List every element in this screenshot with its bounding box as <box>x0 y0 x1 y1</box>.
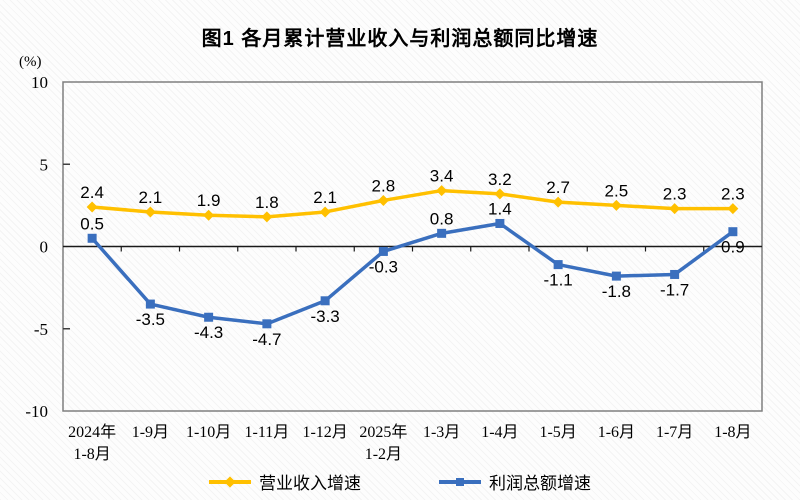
x-category-label: 1-8月 <box>714 424 751 441</box>
profit-data-label: 0.8 <box>430 209 454 228</box>
profit-data-point-marker <box>553 260 563 270</box>
profit-data-label: -1.1 <box>543 271 572 290</box>
revenue-data-label: 3.4 <box>430 167 454 186</box>
profit-data-label: -1.8 <box>602 282 631 301</box>
profit-data-label: -4.3 <box>194 323 223 342</box>
profit-data-point-marker <box>437 228 447 238</box>
revenue-data-point-marker <box>377 194 389 206</box>
x-category-label: 1-2月 <box>365 446 402 463</box>
revenue-data-point-marker <box>494 188 506 200</box>
revenue-data-label: 2.4 <box>80 183 104 202</box>
profit-data-point-marker <box>378 246 388 256</box>
revenue-data-label: 2.8 <box>372 176 396 195</box>
chart-title: 图1 各月累计营业收入与利润总额同比增速 <box>201 28 599 50</box>
profit-data-point-marker <box>495 218 505 228</box>
revenue-legend-line <box>209 475 251 488</box>
profit-data-label: -0.3 <box>369 257 398 276</box>
profit-data-point-marker <box>728 227 738 237</box>
revenue-data-label: 2.1 <box>139 188 163 207</box>
profit-data-point-marker <box>670 269 680 279</box>
revenue-data-point-marker <box>319 206 331 218</box>
x-category-label: 1-12月 <box>302 424 347 441</box>
profit-data-label: -4.7 <box>252 330 281 349</box>
x-category-label: 2024年 <box>68 423 116 441</box>
revenue-data-label: 2.3 <box>721 185 745 204</box>
x-category-label: 1-10月 <box>186 424 231 441</box>
revenue-data-label: 2.3 <box>663 185 687 204</box>
revenue-data-label: 2.1 <box>313 188 337 207</box>
revenue-data-point-marker <box>86 201 98 213</box>
profit-legend-label: 利润总额增速 <box>489 474 591 493</box>
diamond-marker-icon <box>224 475 236 488</box>
x-category-label: 1-8月 <box>73 446 110 463</box>
x-category-label: 2025年 <box>359 423 407 441</box>
x-category-label: 1-3月 <box>423 424 460 441</box>
revenue-data-point-marker <box>203 209 215 221</box>
x-category-label: 1-4月 <box>481 424 518 441</box>
profit-data-point-marker <box>611 271 621 281</box>
revenue-data-point-marker <box>610 199 622 211</box>
square-marker-icon <box>456 477 464 486</box>
revenue-data-point-marker <box>669 203 681 215</box>
revenue-data-label: 3.2 <box>488 170 512 189</box>
legend-item-revenue: 营业收入增速 <box>209 469 361 494</box>
profit-legend-line <box>439 477 481 486</box>
revenue-data-label: 2.5 <box>605 181 629 200</box>
profit-data-point-marker <box>204 312 214 322</box>
profit-data-point-marker <box>145 299 155 309</box>
profit-data-label: 0.9 <box>721 238 745 257</box>
profit-data-point-marker <box>87 233 97 243</box>
revenue-series-line <box>90 188 735 219</box>
revenue-legend-label: 营业收入增速 <box>259 474 361 493</box>
y-axis-unit-label: (%) <box>19 54 42 70</box>
y-tick-label: 10 <box>31 73 48 92</box>
revenue-data-point-marker <box>261 211 273 223</box>
y-tick-label: 5 <box>40 155 49 174</box>
legend: 营业收入增速 利润总额增速 <box>0 469 800 494</box>
revenue-data-point-marker <box>727 203 739 215</box>
profit-data-label: -3.3 <box>310 307 339 326</box>
plot-border <box>62 81 763 412</box>
profit-data-label: 0.5 <box>80 214 104 233</box>
revenue-data-label: 1.9 <box>197 191 221 210</box>
profit-data-label: -3.5 <box>136 310 165 329</box>
revenue-data-label: 2.7 <box>546 178 570 197</box>
profit-data-label: -1.7 <box>660 280 689 299</box>
profit-data-point-marker <box>262 319 272 329</box>
profit-data-label: 1.4 <box>488 199 512 218</box>
y-tick-label: -10 <box>25 402 48 421</box>
y-tick-label: -5 <box>34 320 48 339</box>
x-category-label: 1-9月 <box>132 424 169 441</box>
profit-data-point-marker <box>320 296 330 306</box>
x-category-label: 1-6月 <box>598 424 635 441</box>
revenue-data-point-marker <box>144 206 156 218</box>
x-category-label: 1-7月 <box>656 424 693 441</box>
legend-item-profit: 利润总额增速 <box>439 469 591 494</box>
revenue-data-point-marker <box>552 196 564 208</box>
revenue-data-point-marker <box>436 185 448 197</box>
y-tick-label: 0 <box>40 238 49 257</box>
x-category-label: 1-5月 <box>539 424 576 441</box>
profit-series-line <box>90 221 735 326</box>
x-category-label: 1-11月 <box>245 424 290 441</box>
revenue-data-label: 1.8 <box>255 193 279 212</box>
